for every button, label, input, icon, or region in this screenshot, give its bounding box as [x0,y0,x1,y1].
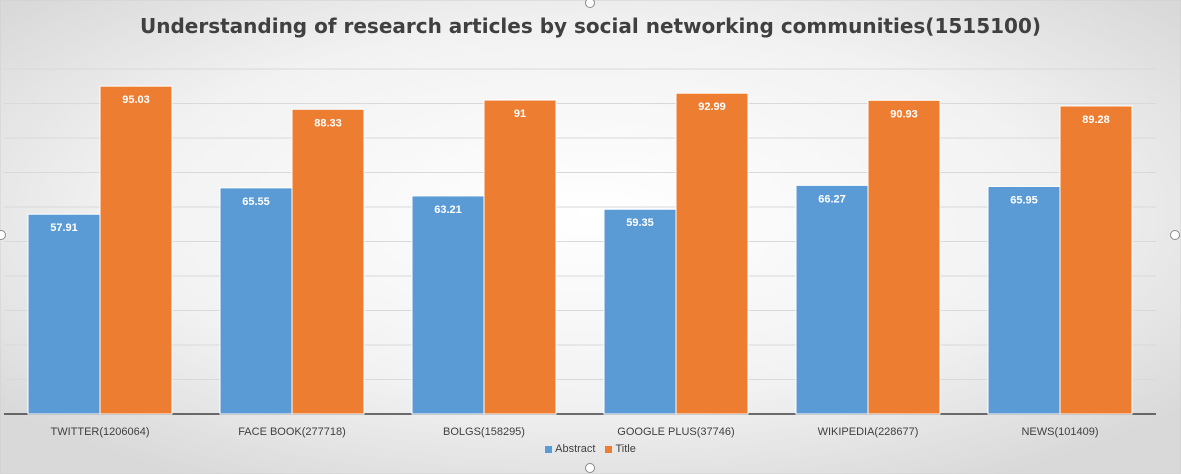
bar-abstract[interactable] [411,195,485,415]
bar-abstract[interactable] [603,208,677,415]
data-label-abstract: 65.55 [242,196,270,208]
data-label-title: 91 [514,108,526,120]
bar-abstract[interactable] [795,184,869,415]
bar-abstract[interactable] [987,185,1061,415]
data-label-title: 95.03 [122,94,150,106]
category-label: BOLGS(158295) [443,426,525,438]
data-label-abstract: 57.91 [50,222,78,234]
data-label-abstract: 66.27 [818,193,846,205]
legend-label-abstract: Abstract [555,443,596,455]
bars [27,85,1133,415]
bar-title[interactable] [291,108,365,415]
category-label: NEWS(101409) [1021,426,1098,438]
data-label-title: 90.93 [890,108,918,120]
data-label-abstract: 65.95 [1010,194,1038,206]
legend: Abstract Title [0,443,1181,455]
data-label-abstract: 63.21 [434,204,462,216]
legend-label-title: Title [615,443,636,455]
legend-swatch-abstract [545,445,553,453]
bar-title[interactable] [867,99,941,415]
legend-item-title[interactable]: Title [605,443,636,455]
bar-abstract[interactable] [27,213,101,415]
bar-title[interactable] [1059,105,1133,415]
bar-title[interactable] [675,92,749,415]
bar-title[interactable] [483,99,557,415]
resize-handle[interactable] [585,0,595,8]
data-labels: 57.91 95.03 65.55 88.33 63.21 91 59.35 92.99 66.… [50,94,1110,234]
data-label-title: 88.33 [314,117,342,129]
category-label: TWITTER(1206064) [50,426,149,438]
resize-handle[interactable] [0,230,6,240]
chart-title: Understanding of research articles by so… [139,14,1042,38]
data-label-title: 92.99 [698,101,726,113]
legend-item-abstract[interactable]: Abstract [545,443,595,455]
bar-abstract[interactable] [219,187,293,415]
bar-title[interactable] [99,85,173,415]
gridlines [4,68,1156,415]
legend-swatch-title [605,445,613,453]
resize-handle[interactable] [1170,230,1180,240]
resize-handle[interactable] [585,463,595,473]
category-label: WIKIPEDIA(228677) [818,426,919,438]
category-labels: TWITTER(1206064) FACE BOOK(277718) BOLGS(1… [50,426,1098,438]
category-label: FACE BOOK(277718) [238,426,346,438]
data-label-title: 89.28 [1082,114,1110,126]
data-label-abstract: 59.35 [626,217,654,229]
category-label: GOOGLE PLUS(37746) [617,426,734,438]
